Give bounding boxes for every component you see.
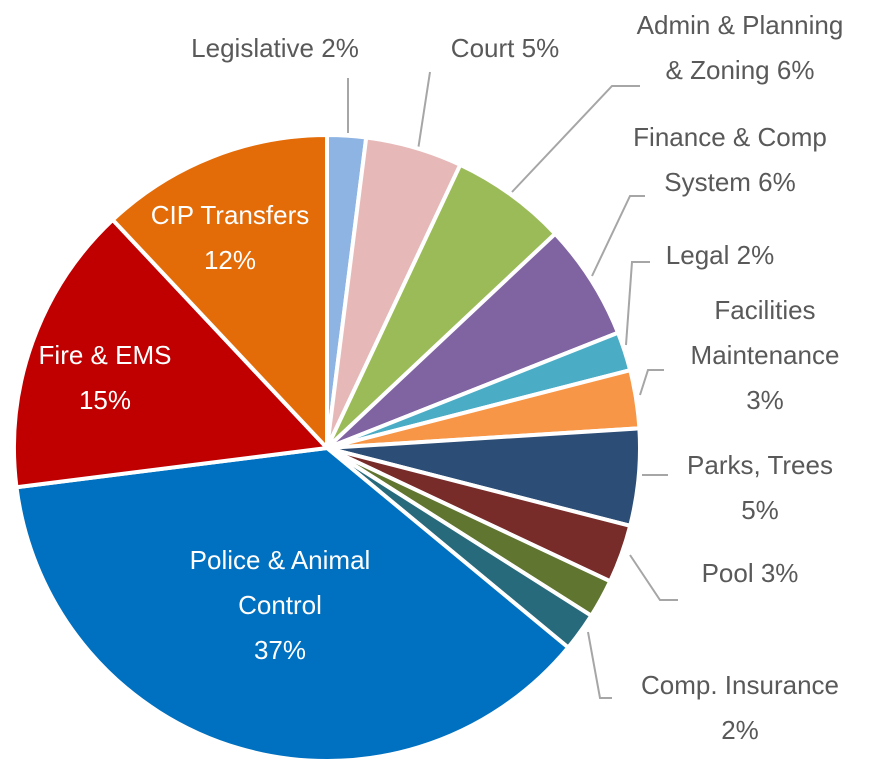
pie-slice: [14, 446, 571, 763]
pie-slice: [12, 217, 329, 490]
value-label: 37%: [253, 635, 307, 665]
leader-line: [587, 631, 612, 699]
slice-label: Police & Animal Control 37%: [165, 538, 395, 673]
category-label: Police & Animal Control: [189, 545, 371, 620]
slice-label: Fire & EMS 15%: [20, 333, 190, 423]
category-label: Pool: [701, 558, 754, 588]
value-label: 3%: [760, 558, 799, 588]
slice-label: Pool 3%: [675, 551, 825, 596]
value-label: 5%: [521, 33, 560, 63]
pie-slice: [325, 231, 621, 450]
leader-line: [417, 71, 431, 151]
slice-label: Parks, Trees 5%: [675, 443, 845, 533]
category-label: Facilities Maintenance: [690, 295, 840, 370]
slice-label: Legal 2%: [645, 233, 795, 278]
leader-line: [639, 369, 664, 396]
value-label: 2%: [321, 33, 359, 63]
leader-lines: [347, 71, 678, 699]
slice-label: Court 5%: [415, 26, 595, 71]
category-label: Admin & Planning & Zoning: [636, 10, 844, 85]
value-label: 3%: [746, 385, 784, 415]
value-label: 12%: [203, 245, 257, 275]
slice-label: Comp. Insurance 2%: [620, 663, 860, 753]
category-label: Parks, Trees: [687, 450, 833, 480]
leader-line: [629, 554, 678, 601]
category-label: Legislative: [191, 33, 315, 63]
value-label: 5%: [741, 495, 779, 525]
slice-label: Legislative 2%: [145, 26, 405, 71]
slice-label: CIP Transfers 12%: [130, 193, 330, 283]
category-label: Comp. Insurance: [641, 670, 839, 700]
pie-slice: [110, 133, 329, 450]
pie-slice: [325, 162, 558, 450]
value-label: 15%: [78, 385, 132, 415]
slice-label: Facilities Maintenance 3%: [680, 288, 850, 423]
leader-line: [511, 85, 640, 193]
slice-label: Admin & Planning & Zoning 6%: [630, 3, 850, 93]
category-label: Court: [450, 33, 515, 63]
value-label: 6%: [776, 55, 815, 85]
value-label: 6%: [758, 167, 796, 197]
category-label: Legal: [665, 240, 730, 270]
category-label: Finance & Comp System: [633, 122, 827, 197]
slice-label: Finance & Comp System 6%: [620, 115, 840, 205]
leader-line: [591, 195, 645, 277]
leader-line: [625, 261, 650, 346]
value-label: 2%: [721, 715, 759, 745]
category-label: Fire & EMS: [38, 340, 172, 370]
category-label: CIP Transfers: [150, 200, 310, 230]
value-label: 2%: [736, 240, 775, 270]
